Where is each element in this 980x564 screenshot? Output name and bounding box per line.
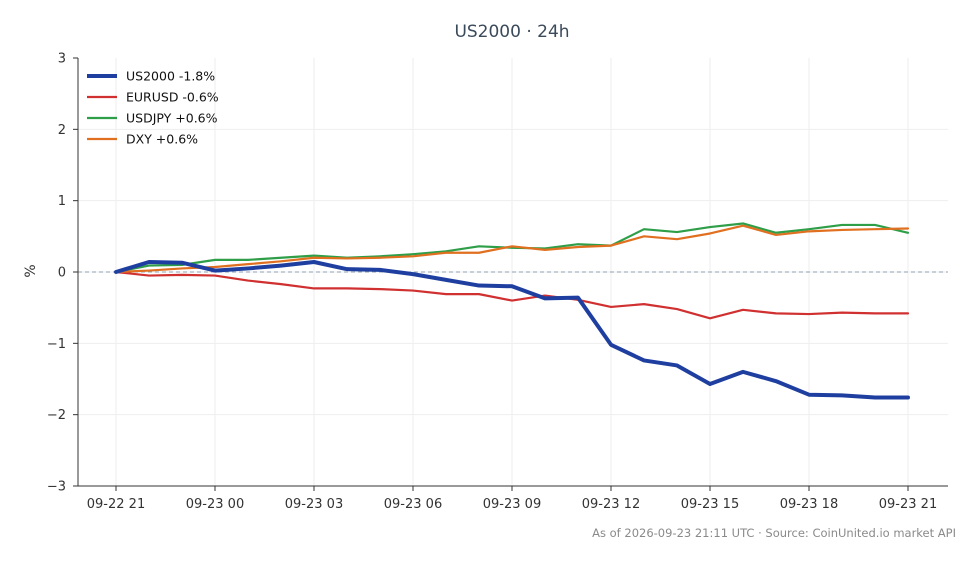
chart-title: US2000 · 24h [454,22,569,42]
footer-source: As of 2026-09-23 21:11 UTC · Source: Coi… [592,526,956,540]
x-tick-label: 09-23 00 [186,497,244,512]
legend-label: US2000 -1.8% [126,69,215,84]
x-tick-label: 09-23 21 [879,497,937,512]
series-line-0 [114,260,910,400]
series-line-2 [114,222,910,274]
y-tick-label: −3 [47,480,66,495]
x-tick-label: 09-23 09 [483,497,541,512]
x-tick-label: 09-23 12 [582,497,640,512]
series-line-3 [114,224,910,274]
legend-label: USDJPY +0.6% [126,111,218,126]
y-tick-label: −2 [47,408,66,423]
y-tick-label: 2 [58,123,66,138]
x-tick-label: 09-23 15 [681,497,739,512]
legend-label: DXY +0.6% [126,132,198,147]
x-tick-label: 09-23 18 [780,497,838,512]
x-tick-label: 09-23 06 [384,497,442,512]
series-line-1 [114,270,910,320]
legend: US2000 -1.8% EURUSD -0.6% USDJPY +0.6% DXY … [87,69,219,147]
y-tick-label: 0 [58,266,66,281]
x-tick-label: 09-22 21 [87,497,145,512]
y-tick-label: 1 [58,194,66,209]
x-tick-label: 09-23 03 [285,497,343,512]
y-axis-label: % [23,264,39,277]
series-group [114,222,910,400]
y-tick-label: −1 [47,337,66,352]
y-tick-label: 3 [58,52,66,67]
axes: 3 2 1 0 −1 −2 −3 09-22 21 09-23 00 09-23 03 09-23 … [47,52,948,512]
legend-label: EURUSD -0.6% [126,90,219,105]
